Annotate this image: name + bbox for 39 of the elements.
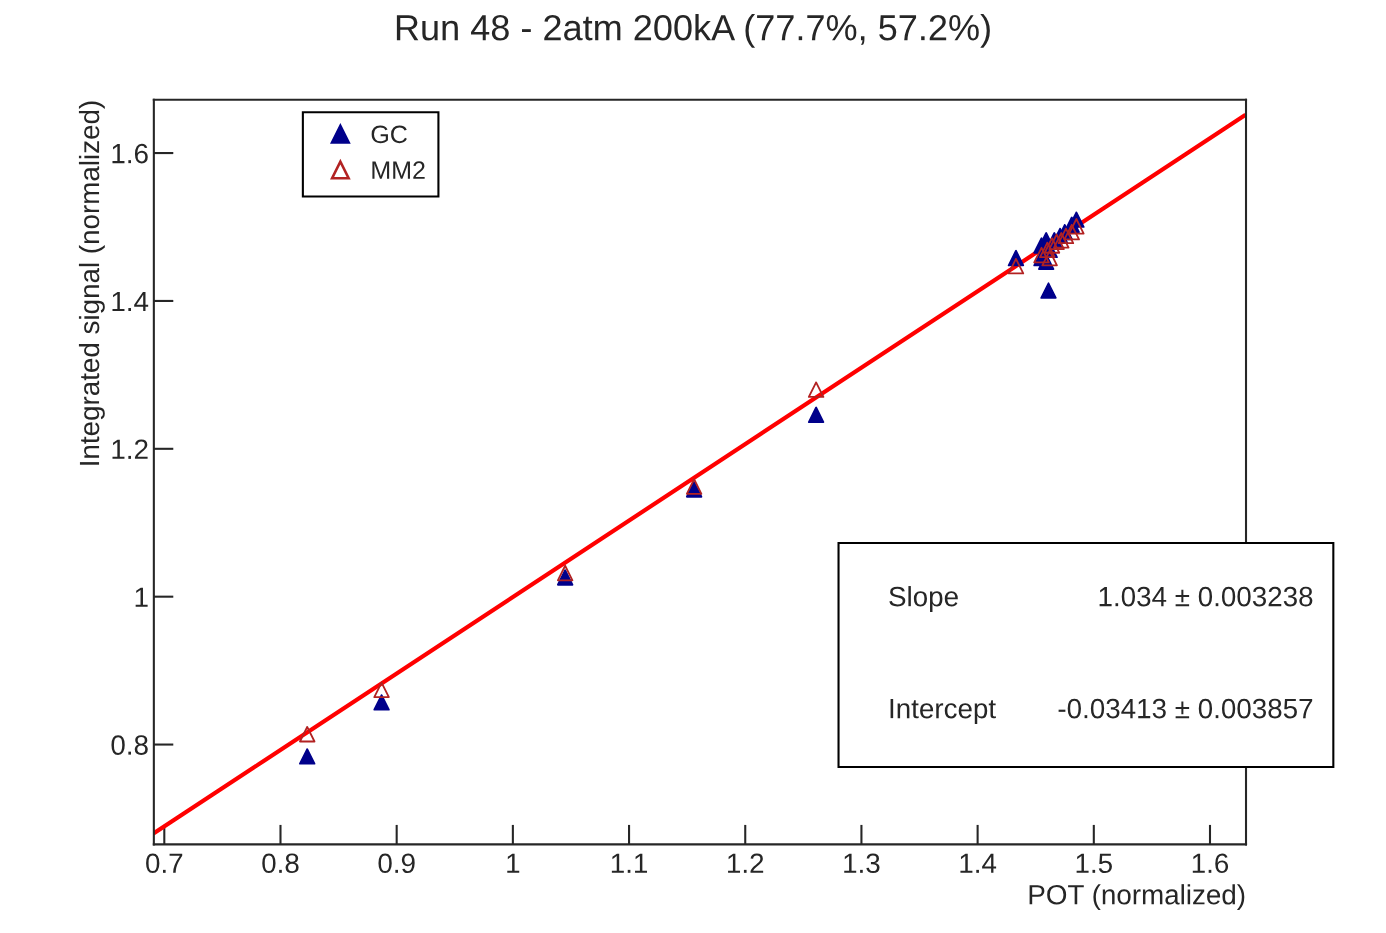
point <box>1043 237 1061 254</box>
point <box>807 406 825 423</box>
annotation: 1.034 ± 0.003238 <box>1099 586 1313 607</box>
y-tick-label: 1 <box>135 587 148 607</box>
x-tick-label: 1.6 <box>1192 853 1229 874</box>
point <box>373 694 390 711</box>
x-tick-label: 1.1 <box>611 853 648 873</box>
x-tick-label: 0.7 <box>146 853 183 874</box>
y-tick-label: 0.8 <box>111 735 148 755</box>
legend-label: GC <box>371 125 407 144</box>
point <box>373 681 390 699</box>
x-axis-title: POT (normalized) <box>1029 884 1245 911</box>
annotation: Intercept <box>890 699 996 724</box>
point <box>299 726 316 743</box>
x-tick-label: 1.5 <box>1076 853 1112 874</box>
x-tick-label: 1.4 <box>960 853 997 873</box>
legend-label: MM2 <box>372 161 425 179</box>
y-axis-title: Integrated signal (normalized) <box>78 101 105 465</box>
point <box>1057 227 1075 245</box>
point <box>1041 249 1058 267</box>
point <box>1053 232 1070 249</box>
x-tick-label: 1 <box>507 853 520 873</box>
point <box>299 748 316 765</box>
annotation: Slope <box>889 586 958 612</box>
x-tick-label: 0.8 <box>262 853 299 874</box>
x-tick-label: 0.9 <box>378 853 415 874</box>
x-tick-label: 1.3 <box>844 853 880 874</box>
x-tick-label: 1.2 <box>728 853 764 873</box>
point <box>556 564 574 582</box>
point <box>1068 218 1085 235</box>
annotation: -0.03413 ± 0.003857 <box>1058 698 1313 719</box>
chart-title: Run 48 - 2atm 200kA (77.7%, 57.2%) <box>396 14 990 48</box>
point <box>1040 282 1057 299</box>
y-tick-label: 1.6 <box>112 143 148 164</box>
y-tick-label: 1.4 <box>112 291 149 311</box>
point <box>807 381 825 398</box>
point <box>1007 257 1025 275</box>
y-tick-label: 1.2 <box>112 439 148 459</box>
point <box>1063 223 1080 241</box>
